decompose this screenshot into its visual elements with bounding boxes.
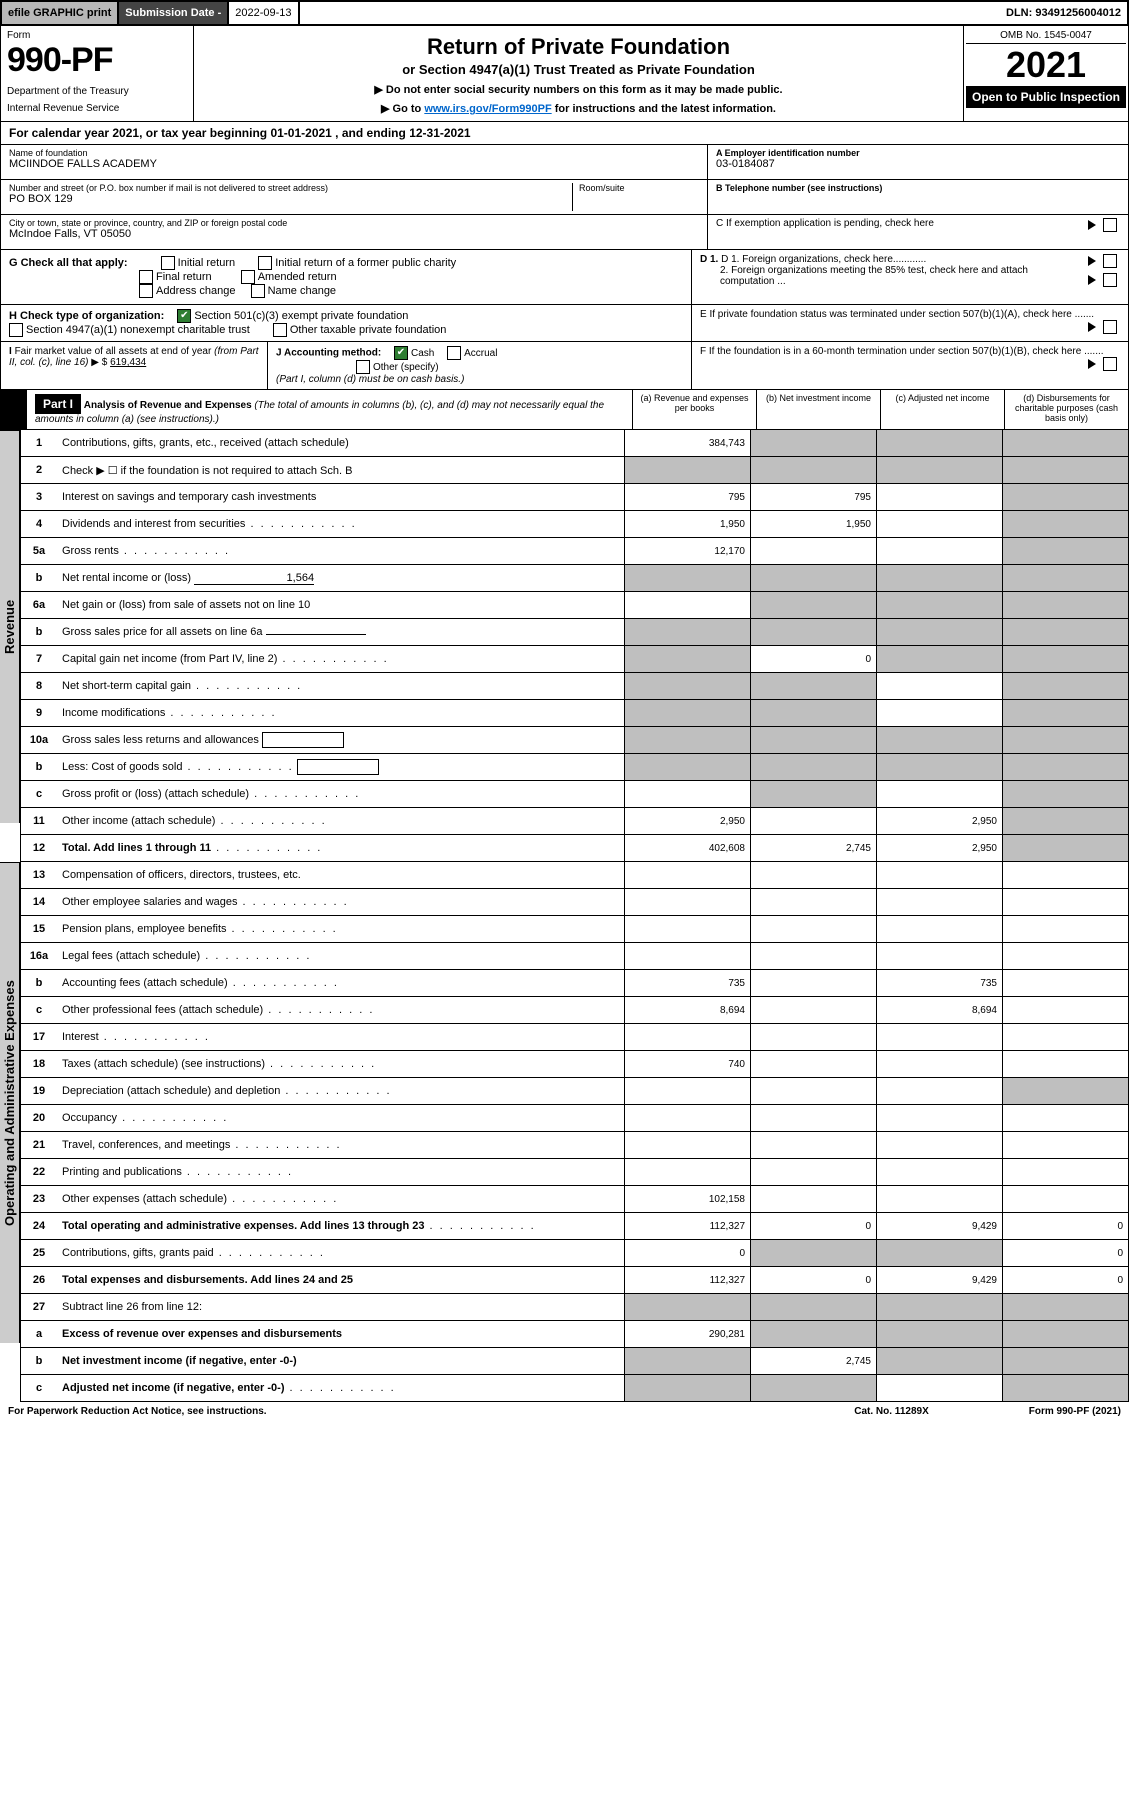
other-method-cb[interactable]	[356, 360, 370, 374]
form-ref: Form 990-PF (2021)	[1029, 1406, 1121, 1417]
dln-number: DLN: 93491256004012	[1000, 2, 1127, 24]
g-label: G Check all that apply:	[9, 257, 128, 269]
submission-label: Submission Date -	[119, 2, 229, 24]
goto-note: ▶ Go to www.irs.gov/Form990PF for instru…	[200, 102, 957, 115]
city-label: City or town, state or province, country…	[9, 218, 699, 228]
fmv-value: 619,434	[110, 357, 146, 368]
cash-cb[interactable]: ✔	[394, 346, 408, 360]
foreign-org-cb[interactable]	[1103, 254, 1117, 268]
ein-value: 03-0184087	[716, 158, 1120, 170]
part1-badge: Part I	[35, 394, 81, 414]
col-a-head: (a) Revenue and expenses per books	[632, 390, 756, 429]
tax-year: 2021	[966, 44, 1126, 86]
form-header: Form 990-PF Department of the Treasury I…	[0, 26, 1129, 122]
j-note: (Part I, column (d) must be on cash basi…	[276, 374, 464, 385]
submission-date: 2022-09-13	[229, 2, 299, 24]
name-label: Name of foundation	[9, 148, 699, 158]
entity-info: Name of foundation MCIINDOE FALLS ACADEM…	[0, 145, 1129, 250]
irs-label: Internal Revenue Service	[7, 103, 187, 114]
street-address: PO BOX 129	[9, 193, 572, 205]
ein-label: A Employer identification number	[716, 148, 1120, 158]
omb-number: OMB No. 1545-0047	[966, 28, 1126, 44]
dept-treasury: Department of the Treasury	[7, 86, 187, 97]
final-return-cb[interactable]	[139, 270, 153, 284]
4947-cb[interactable]	[9, 323, 23, 337]
form-title: Return of Private Foundation	[200, 34, 957, 60]
arrow-icon	[1088, 220, 1096, 230]
foreign-85-cb[interactable]	[1103, 273, 1117, 287]
col-d-head: (d) Disbursements for charitable purpose…	[1004, 390, 1128, 429]
initial-return-cb[interactable]	[161, 256, 175, 270]
initial-former-cb[interactable]	[258, 256, 272, 270]
expenses-side-label: Operating and Administrative Expenses	[0, 862, 20, 1343]
form-label: Form	[7, 30, 187, 41]
form-subtitle: or Section 4947(a)(1) Trust Treated as P…	[200, 62, 957, 77]
efile-label[interactable]: efile GRAPHIC print	[2, 2, 119, 24]
cat-no: Cat. No. 11289X	[854, 1406, 928, 1417]
col-c-head: (c) Adjusted net income	[880, 390, 1004, 429]
j-label: J Accounting method:	[276, 348, 381, 359]
col-b-head: (b) Net investment income	[756, 390, 880, 429]
city-state-zip: McIndoe Falls, VT 05050	[9, 228, 699, 240]
form-number: 990-PF	[7, 41, 187, 80]
d2-label: 2. Foreign organizations meeting the 85%…	[700, 265, 1120, 287]
paperwork-notice: For Paperwork Reduction Act Notice, see …	[8, 1406, 267, 1417]
ssn-warning: ▶ Do not enter social security numbers o…	[200, 83, 957, 96]
part1-header-row: Part I Analysis of Revenue and Expenses …	[0, 390, 1129, 430]
accrual-cb[interactable]	[447, 346, 461, 360]
name-change-cb[interactable]	[251, 284, 265, 298]
room-label: Room/suite	[579, 183, 699, 193]
part1-title: Analysis of Revenue and Expenses	[84, 400, 252, 411]
page-footer: For Paperwork Reduction Act Notice, see …	[0, 1402, 1129, 1421]
foundation-name: MCIINDOE FALLS ACADEMY	[9, 158, 699, 170]
f-label: F If the foundation is in a 60-month ter…	[700, 346, 1104, 357]
top-bar: efile GRAPHIC print Submission Date - 20…	[0, 0, 1129, 26]
expenses-table: 13Compensation of officers, directors, t…	[20, 862, 1129, 1402]
501c3-cb[interactable]: ✔	[177, 309, 191, 323]
irs-link[interactable]: www.irs.gov/Form990PF	[424, 103, 551, 115]
calendar-year-row: For calendar year 2021, or tax year begi…	[0, 122, 1129, 145]
address-change-cb[interactable]	[139, 284, 153, 298]
terminated-cb[interactable]	[1103, 320, 1117, 334]
phone-label: B Telephone number (see instructions)	[716, 183, 1120, 193]
revenue-table: 1Contributions, gifts, grants, etc., rec…	[20, 430, 1129, 862]
other-taxable-cb[interactable]	[273, 323, 287, 337]
amended-return-cb[interactable]	[241, 270, 255, 284]
pending-label: C If exemption application is pending, c…	[716, 218, 934, 229]
e-label: E If private foundation status was termi…	[700, 309, 1094, 320]
d1-label: D 1. D 1. Foreign organizations, check h…	[700, 254, 1120, 265]
h-label: H Check type of organization:	[9, 310, 164, 322]
revenue-side-label: Revenue	[0, 430, 20, 823]
addr-label: Number and street (or P.O. box number if…	[9, 183, 572, 193]
open-to-public: Open to Public Inspection	[966, 86, 1126, 108]
60month-cb[interactable]	[1103, 357, 1117, 371]
pending-checkbox[interactable]	[1103, 218, 1117, 232]
